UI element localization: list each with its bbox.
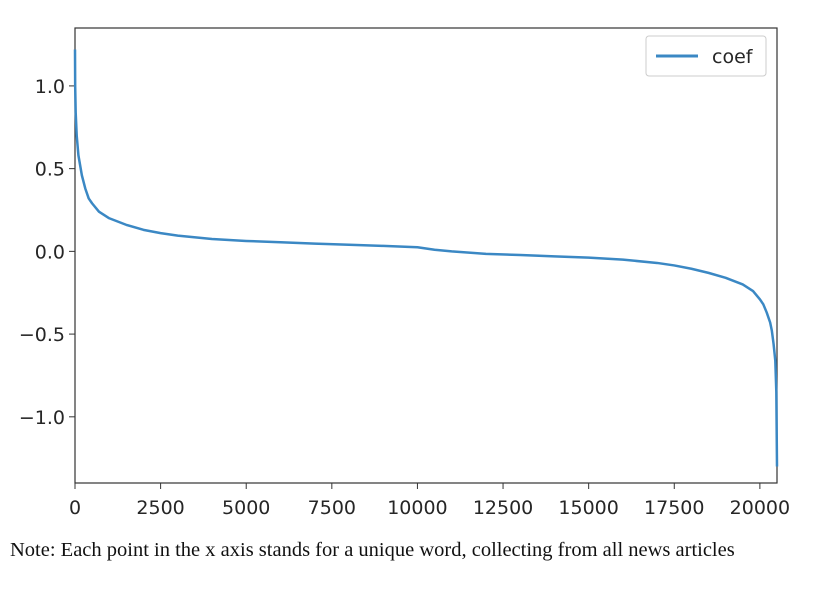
y-tick-label: −1.0 — [19, 407, 65, 429]
plot-frame — [74, 27, 778, 484]
series-line-coef — [73, 49, 779, 467]
y-axis: 1.0 0.5 0.0 −0.5 −1.0 — [19, 76, 75, 429]
legend: coef — [645, 35, 767, 77]
x-tick-label: 12500 — [473, 497, 533, 519]
legend-label-coef: coef — [712, 46, 754, 68]
figure-caption: Note: Each point in the x axis stands fo… — [10, 539, 735, 561]
x-tick-label: 5000 — [222, 497, 270, 519]
y-tick-label: 0.0 — [35, 241, 65, 263]
x-tick-label: 20000 — [730, 497, 790, 519]
y-tick-label: 0.5 — [35, 159, 65, 181]
x-tick-label: 15000 — [558, 497, 618, 519]
line-chart: 0 2500 5000 7500 10000 12500 15000 17500 20000 1… — [19, 27, 790, 519]
legend-box — [645, 35, 767, 77]
plot-area — [74, 27, 778, 484]
y-tick-label: 1.0 — [35, 76, 65, 98]
x-tick-label: 10000 — [387, 497, 447, 519]
x-tick-label: 17500 — [644, 497, 704, 519]
x-tick-label: 7500 — [308, 497, 356, 519]
series-layer — [73, 49, 779, 467]
x-axis: 0 2500 5000 7500 10000 12500 15000 17500 20000 — [69, 483, 790, 519]
y-tick-label: −0.5 — [19, 324, 65, 346]
x-tick-label: 0 — [69, 497, 81, 519]
x-tick-label: 2500 — [136, 497, 184, 519]
